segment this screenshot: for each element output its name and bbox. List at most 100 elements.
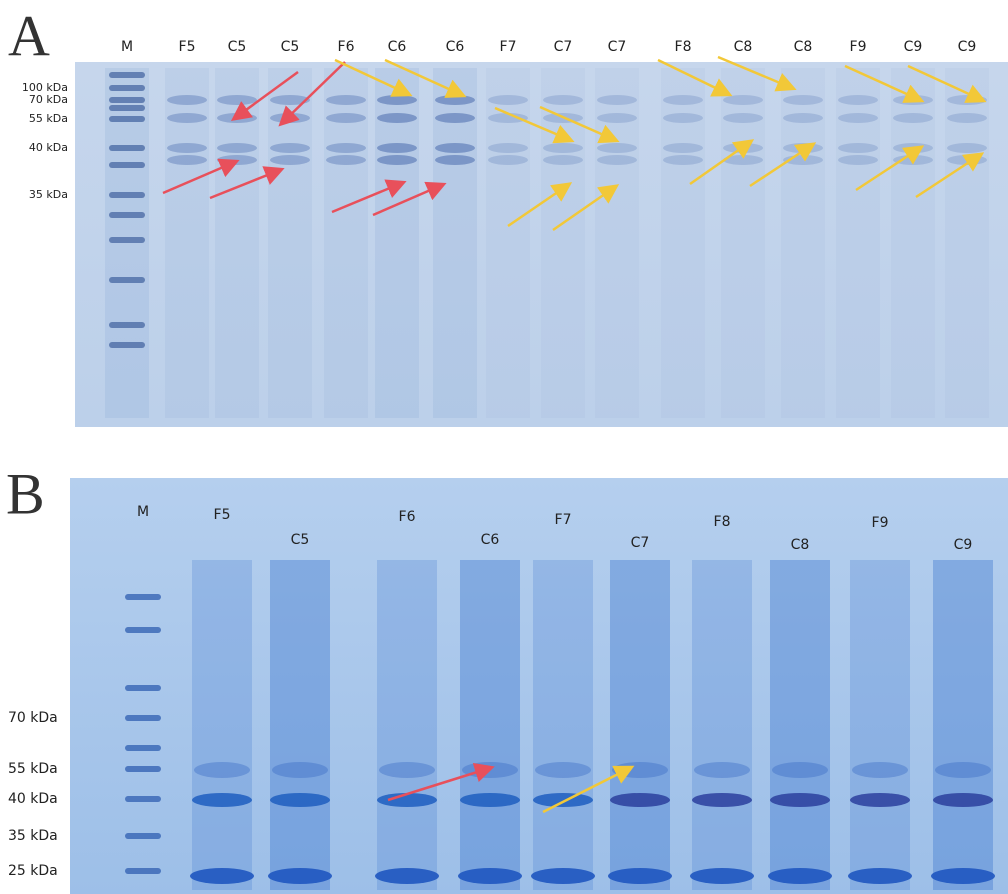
band xyxy=(377,155,417,165)
lane-label: F7 xyxy=(555,512,572,528)
lane-streak xyxy=(192,560,252,890)
arrow xyxy=(915,152,985,199)
band xyxy=(488,155,528,165)
arrow xyxy=(749,142,817,188)
band xyxy=(167,155,207,165)
band xyxy=(375,868,439,884)
arrow xyxy=(844,64,925,103)
lane-streak xyxy=(165,68,209,418)
lane-streak xyxy=(933,560,993,890)
lane-label: C6 xyxy=(446,39,465,55)
lane-label: M xyxy=(121,39,133,55)
band xyxy=(838,113,878,123)
band xyxy=(272,762,328,778)
lane-label: C8 xyxy=(794,39,813,55)
band xyxy=(268,868,332,884)
band xyxy=(768,868,832,884)
lane-streak xyxy=(850,560,910,890)
band xyxy=(270,793,330,807)
marker-band xyxy=(109,277,145,283)
marker-band xyxy=(109,162,145,168)
band xyxy=(612,762,668,778)
lane-streak xyxy=(945,68,989,418)
lane-streak xyxy=(324,68,368,418)
band xyxy=(690,868,754,884)
band xyxy=(694,762,750,778)
lane-streak xyxy=(770,560,830,890)
arrow xyxy=(689,139,755,186)
lane-label: C8 xyxy=(791,537,810,553)
marker-band xyxy=(109,116,145,122)
arrow xyxy=(542,765,635,814)
marker-label: 40 kDa xyxy=(29,141,68,154)
band xyxy=(435,155,475,165)
band xyxy=(533,793,593,807)
panel-letter: A xyxy=(8,3,50,68)
band xyxy=(377,113,417,123)
band xyxy=(435,95,475,105)
band xyxy=(192,793,252,807)
lane-streak xyxy=(610,560,670,890)
band xyxy=(850,793,910,807)
arrow xyxy=(387,762,495,802)
band xyxy=(663,113,703,123)
band xyxy=(217,143,257,153)
marker-label: 35 kDa xyxy=(8,828,58,844)
gel-b xyxy=(70,478,1008,894)
arrow xyxy=(507,182,573,228)
marker-band xyxy=(109,237,145,243)
band xyxy=(597,95,637,105)
band xyxy=(848,868,912,884)
band xyxy=(723,113,763,123)
band xyxy=(531,868,595,884)
lane-label: C7 xyxy=(608,39,627,55)
lane-streak xyxy=(460,560,520,890)
marker-label: 70 kDa xyxy=(29,93,68,106)
band xyxy=(435,143,475,153)
band xyxy=(377,793,437,807)
lane-label: M xyxy=(137,504,149,520)
band xyxy=(217,155,257,165)
band xyxy=(460,793,520,807)
lane-label: F5 xyxy=(179,39,196,55)
arrow xyxy=(494,106,575,144)
band xyxy=(723,95,763,105)
lane-streak xyxy=(215,68,259,418)
marker-label: 70 kDa xyxy=(8,710,58,726)
lane-label: F5 xyxy=(214,507,231,523)
arrow xyxy=(855,145,925,192)
band xyxy=(947,143,987,153)
band xyxy=(326,113,366,123)
band xyxy=(377,143,417,153)
band xyxy=(543,155,583,165)
marker-label: 100 kDa xyxy=(22,81,68,94)
marker-band xyxy=(125,594,161,600)
band xyxy=(783,95,823,105)
arrow xyxy=(384,58,467,98)
band xyxy=(770,793,830,807)
band xyxy=(270,143,310,153)
lane-label: C6 xyxy=(481,532,500,548)
band xyxy=(597,143,637,153)
arrow xyxy=(539,105,620,144)
marker-band xyxy=(125,627,161,633)
band xyxy=(692,793,752,807)
band xyxy=(217,95,257,105)
lane-label: C8 xyxy=(734,39,753,55)
lane-label: F8 xyxy=(714,514,731,530)
lane-streak xyxy=(533,560,593,890)
lane-streak xyxy=(692,560,752,890)
band xyxy=(190,868,254,884)
arrow xyxy=(717,55,797,92)
marker-band xyxy=(125,833,161,839)
marker-band xyxy=(125,868,161,874)
band xyxy=(838,143,878,153)
band xyxy=(488,113,528,123)
lane-label: F7 xyxy=(500,39,517,55)
band xyxy=(270,155,310,165)
band xyxy=(462,762,518,778)
band xyxy=(783,113,823,123)
marker-label: 25 kDa xyxy=(8,863,58,879)
arrow xyxy=(657,58,733,97)
marker-band xyxy=(125,715,161,721)
